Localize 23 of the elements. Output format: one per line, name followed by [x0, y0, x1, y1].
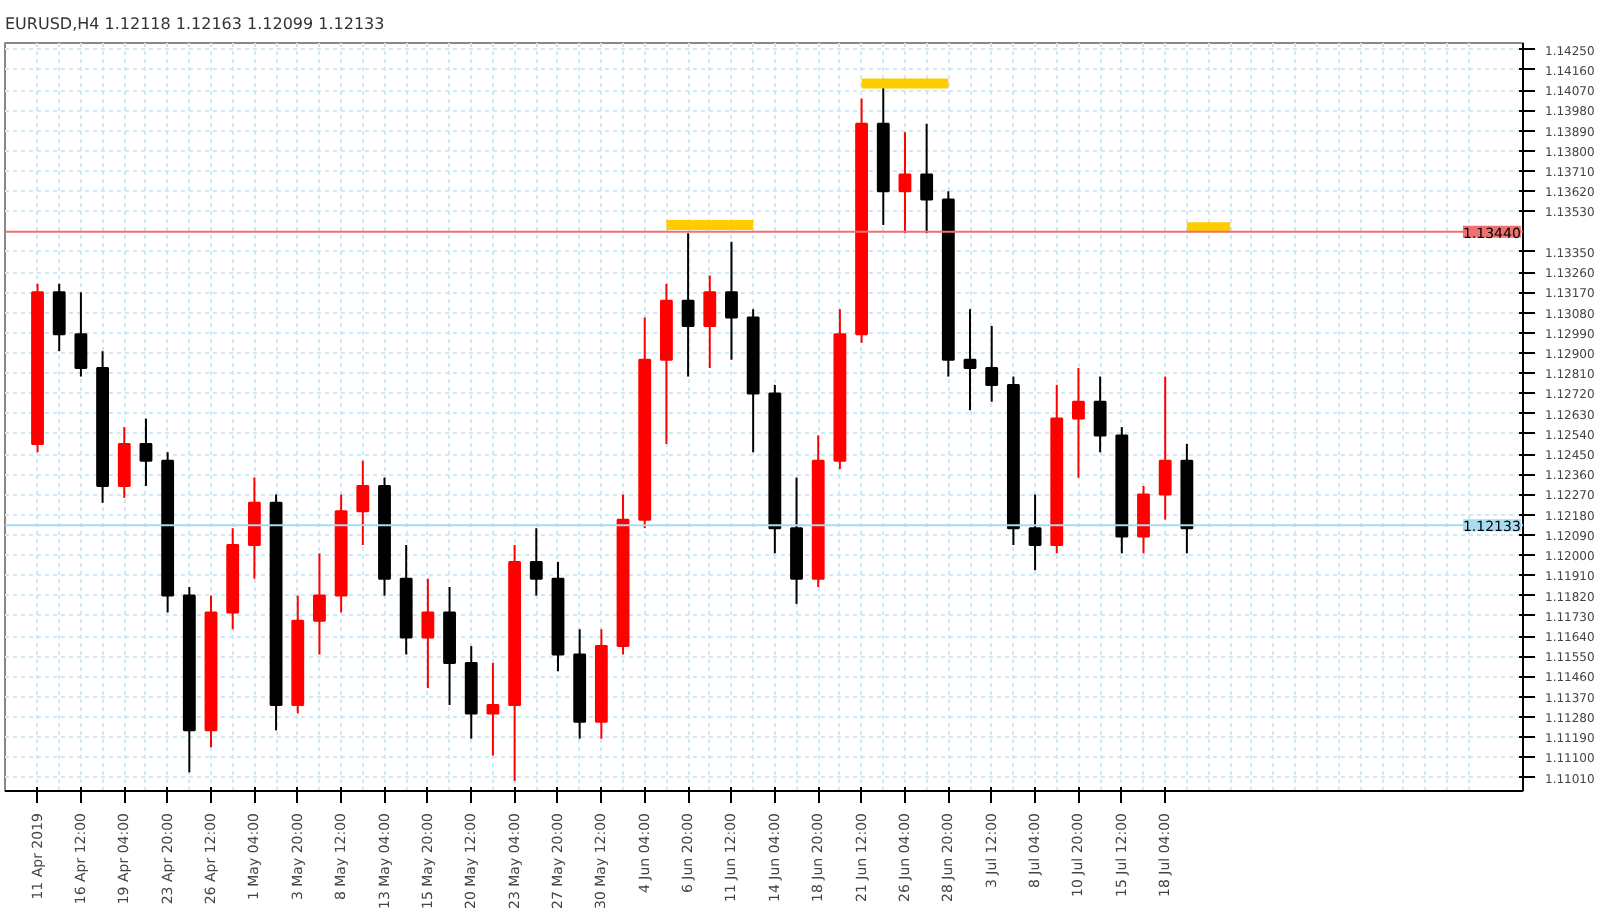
candlestick — [529, 527, 543, 597]
candlestick — [356, 459, 370, 547]
candlestick — [139, 417, 153, 487]
candlestick — [1158, 375, 1172, 521]
candlestick — [52, 282, 66, 353]
candlestick — [985, 325, 999, 403]
candlestick — [1072, 367, 1085, 479]
candlestick — [898, 131, 912, 235]
candlestick — [117, 426, 131, 499]
candlestick — [681, 232, 695, 378]
candlestick — [725, 240, 738, 361]
chart-title: EURUSD,H4 1.12118 1.12163 1.12099 1.12133 — [5, 15, 385, 33]
candlestick — [74, 291, 88, 378]
candlestick — [1093, 375, 1107, 454]
candlestick — [486, 661, 500, 757]
candlestick — [1137, 484, 1150, 555]
candlestick — [247, 476, 261, 580]
candlestick — [421, 577, 435, 690]
candlestick — [920, 122, 934, 235]
candlestick — [313, 552, 326, 656]
candlestick — [703, 274, 717, 370]
candlestick — [963, 308, 977, 412]
candlestick — [1028, 493, 1042, 572]
